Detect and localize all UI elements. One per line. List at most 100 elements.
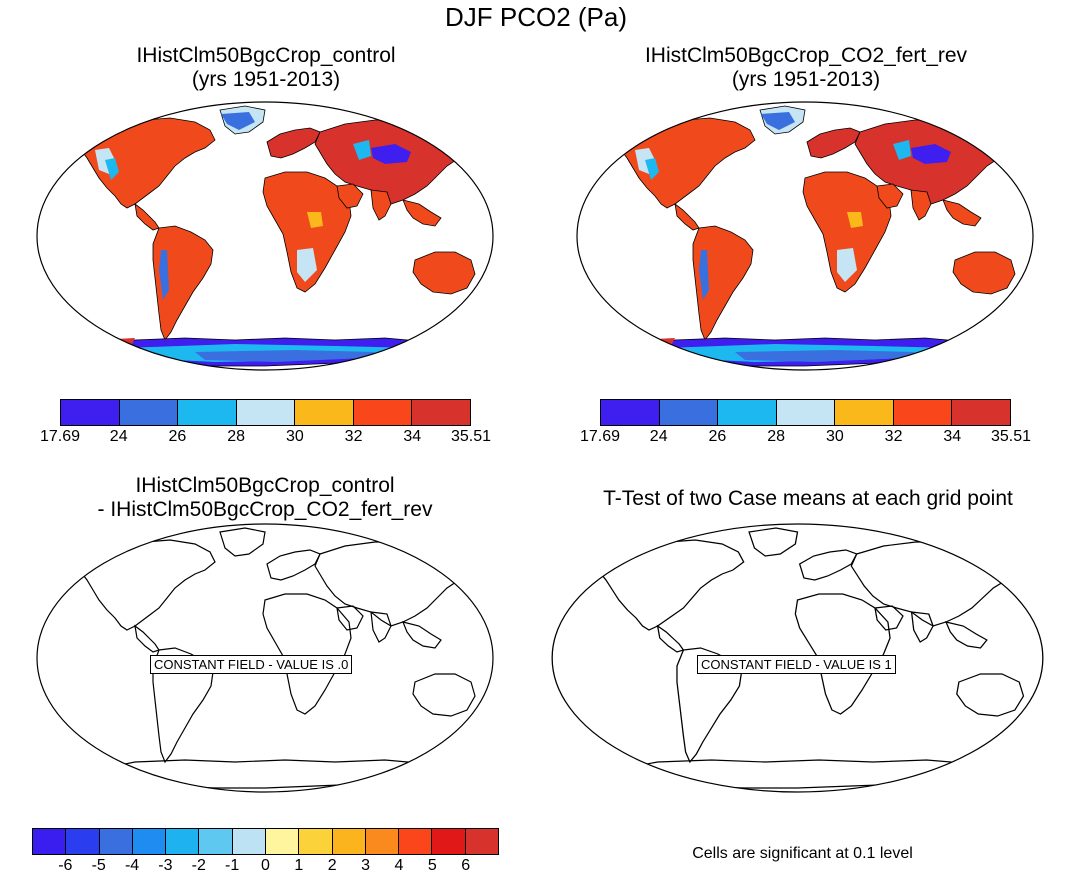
colorbar-tick-label: 26	[708, 428, 727, 445]
colorbar-segment	[132, 829, 167, 854]
colorbar-segment	[232, 829, 266, 854]
colorbar-segment	[299, 829, 333, 854]
colorbar-control	[60, 399, 471, 426]
landmass-europe	[266, 127, 321, 159]
colorbar-segment	[295, 400, 354, 425]
colorbar-tick-label: 0	[261, 857, 270, 874]
map-frame	[36, 523, 494, 793]
colorbar-tick-label: 34	[403, 428, 422, 445]
colorbar-co2-fert-rev	[600, 399, 1011, 426]
field-patch	[911, 144, 951, 164]
field-patch	[297, 248, 317, 282]
colorbar-segment	[601, 400, 660, 425]
figure-title: DJF PCO2 (Pa)	[444, 2, 628, 32]
colorbar-tick-label: 17.69	[579, 428, 621, 445]
colorbar-tick-label: 30	[825, 428, 844, 445]
landmass-australia	[956, 673, 1025, 717]
landmass-africa	[802, 171, 892, 293]
field-patch	[735, 350, 915, 362]
colorbar-tick-label: 24	[649, 428, 668, 445]
panel-title-line2: (yrs 1951-2013)	[191, 68, 341, 91]
colorbar-tick-label: 35.51	[450, 428, 492, 445]
field-patch	[893, 140, 911, 160]
landmass-greenland	[748, 527, 799, 557]
colorbar-segment	[119, 400, 179, 425]
colorbar-segment	[432, 829, 466, 854]
colorbar-tick-label: -2	[191, 857, 206, 874]
panel-title-co2-fert-rev: IHistClm50BgcCrop_CO2_fert_rev (yrs 1951…	[606, 44, 1006, 92]
landmass-centralAmerica	[134, 203, 160, 231]
colorbar-tick-label: 24	[109, 428, 128, 445]
landmass-india	[370, 611, 392, 643]
colorbar-segment	[265, 829, 300, 854]
colorbar-segment	[893, 400, 953, 425]
landmass-northAmerica	[619, 117, 756, 209]
field-patch	[699, 250, 709, 300]
colorbar-tick-label: 1	[294, 857, 304, 874]
colorbar-tick-label: 4	[394, 857, 404, 874]
panel-title-line1: IHistClm50BgcCrop_control	[135, 474, 395, 497]
landmass-seasia	[942, 199, 982, 227]
colorbar-segment	[776, 400, 836, 425]
significance-note: Cells are significant at 0.1 level	[692, 845, 913, 862]
colorbar-segment	[178, 400, 237, 425]
colorbar-tick-label: 32	[884, 428, 903, 445]
landmass-arabia	[336, 183, 364, 209]
colorbar-segment	[835, 400, 894, 425]
map-frame	[36, 101, 494, 371]
colorbar-tick-label: -1	[225, 857, 240, 874]
landmass-seasia	[402, 621, 442, 649]
colorbar-segment	[465, 829, 498, 854]
field-patch	[221, 112, 255, 130]
landmass-northAmerica	[597, 539, 745, 631]
landmass-asia	[850, 541, 1025, 627]
landmass-europe	[798, 549, 858, 581]
landmass-india	[370, 189, 392, 221]
panel-title-line2: (yrs 1951-2013)	[731, 68, 881, 91]
landmass-centralAmerica	[656, 624, 685, 653]
land-layer	[79, 105, 476, 367]
landmass-southAmerica	[152, 225, 214, 341]
constant-field-label: CONSTANT FIELD - VALUE IS 1	[697, 655, 896, 674]
colorbar-segment	[332, 829, 366, 854]
landmass-india	[910, 611, 934, 643]
field-patch	[761, 112, 795, 130]
landmass-europe	[266, 549, 321, 581]
field-patch	[195, 350, 375, 362]
colorbar-segment	[61, 400, 120, 425]
colorbar-tick-label: 34	[943, 428, 962, 445]
colorbar-tick-label: 28	[767, 428, 786, 445]
map-control	[36, 101, 494, 371]
map-co2-fert-rev	[576, 101, 1034, 371]
map-frame	[576, 101, 1034, 371]
colorbar-tick-label: 17.69	[39, 428, 81, 445]
landmass-centralAmerica	[674, 203, 700, 231]
panel-title-ttest: T-Test of two Case means at each grid po…	[603, 487, 1013, 510]
colorbar-segment	[353, 400, 413, 425]
colorbar-segment	[399, 829, 433, 854]
panel-title-line1: IHistClm50BgcCrop_CO2_fert_rev	[644, 44, 968, 67]
landmass-arabia	[336, 605, 364, 631]
landmass-africa	[262, 593, 352, 715]
field-patch	[105, 158, 119, 180]
land-layer	[619, 105, 1016, 367]
landmass-southAmerica	[692, 225, 754, 341]
landmass-australia	[412, 251, 476, 295]
map-ttest	[551, 523, 1044, 793]
colorbar-tick-label: 2	[327, 857, 337, 874]
colorbar-tick-label: 6	[461, 857, 471, 874]
colorbar-tick-label: 30	[285, 428, 304, 445]
field-patch	[307, 212, 323, 228]
colorbar-segment	[952, 400, 1011, 425]
colorbar-segment	[659, 400, 719, 425]
colorbar-segment	[412, 400, 471, 425]
field-patch	[645, 158, 659, 180]
landmass-asia	[314, 541, 476, 627]
colorbar-tick-label: 3	[361, 857, 371, 874]
field-patch	[371, 144, 411, 164]
field-patch	[159, 250, 169, 300]
landmass-india	[910, 189, 932, 221]
colorbar-tick-label: 26	[168, 428, 187, 445]
panel-title-difference: IHistClm50BgcCrop_control - IHistClm50Bg…	[15, 474, 515, 522]
landmass-northAmerica	[79, 117, 216, 209]
